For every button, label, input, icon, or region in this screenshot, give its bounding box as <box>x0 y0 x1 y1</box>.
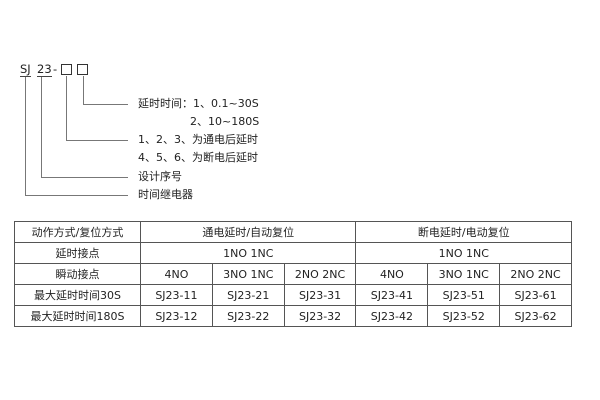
connector-line <box>66 76 67 140</box>
legend-delay-time: 延时时间：1、0.1~30S <box>138 97 259 110</box>
row-header: 最大延时时间180S <box>14 305 141 327</box>
table-row: 延时接点 1NO 1NC 1NO 1NC <box>14 242 572 264</box>
table-cell: SJ23-51 <box>427 284 501 306</box>
table-row: 瞬动接点 4NO 3NO 1NC 2NO 2NC 4NO 3NO 1NC 2NO… <box>14 263 572 285</box>
table-cell: SJ23-61 <box>499 284 572 306</box>
table-cell: SJ23-31 <box>283 284 357 306</box>
model-selection-table: 动作方式/复位方式 通电延时/自动复位 断电延时/电动复位 延时接点 1NO 1… <box>14 221 572 327</box>
table-cell: 3NO 1NC <box>211 263 285 285</box>
table-cell: 3NO 1NC <box>427 263 501 285</box>
connector-line <box>41 177 128 178</box>
table-cell: 4NO <box>355 263 429 285</box>
legend-power-on-delay: 1、2、3、为通电后延时 <box>138 133 258 146</box>
code-series: 23 <box>37 62 52 77</box>
connector-line <box>25 77 26 195</box>
code-box-1 <box>61 64 72 75</box>
legend-delay-time-2: 2、10~180S <box>190 115 260 128</box>
table-cell: SJ23-11 <box>140 284 213 306</box>
table-cell: 断电延时/电动复位 <box>355 221 572 243</box>
table-cell: 通电延时/自动复位 <box>139 221 357 243</box>
table-cell: 2NO 2NC <box>499 263 572 285</box>
code-box-2 <box>77 64 88 75</box>
table-cell: SJ23-62 <box>499 305 572 327</box>
table-cell: SJ23-41 <box>355 284 429 306</box>
table-row: 最大延时时间30S SJ23-11 SJ23-21 SJ23-31 SJ23-4… <box>14 284 572 306</box>
table-cell: SJ23-12 <box>140 305 213 327</box>
table-cell: 4NO <box>140 263 213 285</box>
connector-line <box>83 76 84 104</box>
code-prefix: SJ <box>20 62 31 77</box>
code-dash: - <box>53 62 58 76</box>
row-header: 最大延时时间30S <box>14 284 141 306</box>
table-cell: 1NO 1NC <box>355 242 572 264</box>
row-header: 延时接点 <box>14 242 141 264</box>
table-cell: SJ23-42 <box>355 305 429 327</box>
legend-power-off-delay: 4、5、6、为断电后延时 <box>138 151 258 164</box>
connector-line <box>66 140 128 141</box>
connector-line <box>25 195 128 196</box>
table-cell: SJ23-22 <box>211 305 285 327</box>
row-header: 瞬动接点 <box>14 263 141 285</box>
table-cell: SJ23-52 <box>427 305 501 327</box>
connector-line <box>41 77 42 177</box>
table-cell: SJ23-21 <box>211 284 285 306</box>
table-row: 最大延时时间180S SJ23-12 SJ23-22 SJ23-32 SJ23-… <box>14 305 572 327</box>
table-row: 动作方式/复位方式 通电延时/自动复位 断电延时/电动复位 <box>14 221 572 243</box>
connector-line <box>83 104 128 105</box>
row-header: 动作方式/复位方式 <box>14 221 141 243</box>
table-cell: 2NO 2NC <box>283 263 357 285</box>
table-cell: SJ23-32 <box>283 305 357 327</box>
table-cell: 1NO 1NC <box>139 242 357 264</box>
legend-time-relay: 时间继电器 <box>138 188 193 201</box>
legend-design-number: 设计序号 <box>138 170 182 183</box>
